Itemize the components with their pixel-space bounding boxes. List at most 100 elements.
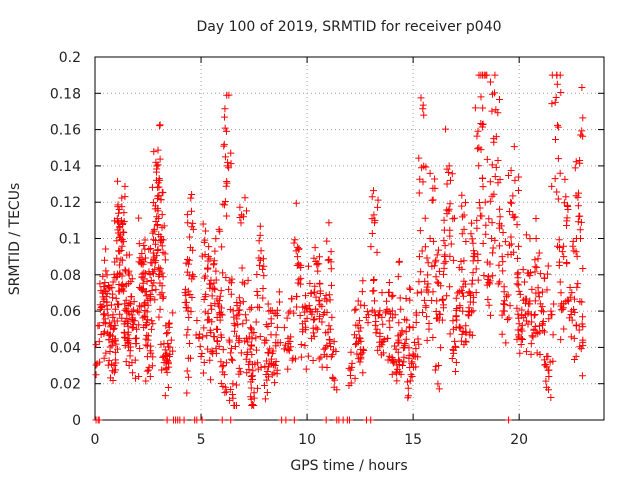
data-point [210, 279, 218, 287]
data-point [570, 247, 578, 255]
data-point [211, 247, 219, 255]
data-point [144, 332, 152, 340]
y-tick-label: 0.08 [50, 268, 81, 284]
data-point [162, 322, 170, 330]
data-point [369, 287, 377, 295]
data-point [499, 267, 507, 275]
data-point [301, 308, 309, 316]
data-point [189, 246, 197, 254]
data-point [267, 315, 275, 323]
data-point [217, 304, 225, 312]
data-point [236, 213, 244, 221]
data-point [228, 275, 236, 283]
data-point [449, 317, 457, 325]
data-point [333, 386, 341, 394]
data-point [524, 320, 532, 328]
data-point [559, 305, 567, 313]
data-point [102, 349, 110, 357]
data-point [474, 250, 482, 258]
data-point [169, 347, 177, 355]
data-point [235, 336, 243, 344]
data-point [149, 320, 157, 328]
data-point [395, 336, 403, 344]
data-point [393, 377, 401, 385]
data-point [556, 243, 564, 251]
data-point [524, 309, 532, 317]
x-tick-label: 0 [91, 432, 100, 448]
data-point [113, 317, 121, 325]
data-point [252, 334, 260, 342]
data-point [507, 199, 515, 207]
data-point [186, 233, 194, 241]
data-point [419, 308, 427, 316]
data-point [151, 259, 159, 267]
data-point [501, 238, 509, 246]
data-point [162, 364, 170, 372]
data-point [306, 306, 314, 314]
data-point [100, 283, 108, 291]
data-point [426, 169, 434, 177]
data-point [433, 297, 441, 305]
data-point [479, 239, 487, 247]
data-point [294, 243, 302, 251]
data-point [441, 242, 449, 250]
data-point [570, 334, 578, 342]
data-point [307, 290, 315, 298]
data-point [100, 319, 108, 327]
y-tick-label: 0.2 [59, 50, 81, 66]
data-point [383, 297, 391, 305]
data-point [142, 377, 150, 385]
data-point [566, 284, 574, 292]
data-point [217, 287, 225, 295]
data-point [121, 193, 129, 201]
data-point [460, 211, 468, 219]
data-point [190, 273, 198, 281]
data-point [157, 196, 165, 204]
data-point [156, 305, 164, 313]
data-point [397, 305, 405, 313]
data-point [574, 202, 582, 210]
data-point [167, 336, 175, 344]
data-point [449, 345, 457, 353]
data-point [374, 196, 382, 204]
data-point [215, 225, 223, 233]
data-point [184, 255, 192, 263]
data-point [183, 389, 191, 397]
data-point [462, 322, 470, 330]
data-point [275, 288, 283, 296]
data-point [128, 275, 136, 283]
data-point [474, 256, 482, 264]
data-point [424, 271, 432, 279]
data-point [393, 369, 401, 377]
data-point [466, 328, 474, 336]
data-point [153, 213, 161, 221]
data-point [384, 334, 392, 342]
data-point [477, 146, 485, 154]
data-point [446, 330, 454, 338]
data-point [247, 395, 255, 403]
data-point [495, 224, 503, 232]
data-point [536, 350, 544, 358]
data-point [405, 323, 413, 331]
data-point [100, 330, 108, 338]
data-point [252, 346, 260, 354]
data-point [257, 247, 265, 255]
data-point [571, 164, 579, 172]
data-point [475, 162, 483, 170]
data-point [101, 315, 109, 323]
data-point [545, 386, 553, 394]
data-point [142, 292, 150, 300]
data-point [216, 292, 224, 300]
data-point [158, 211, 166, 219]
data-point [408, 358, 416, 366]
data-point [154, 192, 162, 200]
data-point [230, 320, 238, 328]
data-point [573, 252, 581, 260]
data-point [137, 259, 145, 267]
data-point [125, 271, 133, 279]
data-point [498, 311, 506, 319]
data-point [115, 301, 123, 309]
data-point [126, 300, 134, 308]
data-point [220, 140, 228, 148]
data-point [246, 324, 254, 332]
